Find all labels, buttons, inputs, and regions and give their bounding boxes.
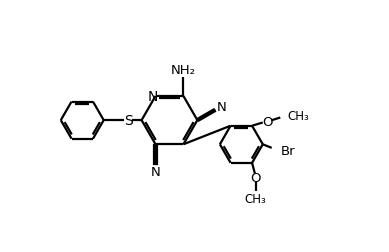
- Text: N: N: [151, 166, 160, 179]
- Text: O: O: [251, 172, 261, 185]
- Text: O: O: [262, 115, 272, 129]
- Text: Br: Br: [280, 144, 295, 157]
- Text: S: S: [124, 114, 132, 128]
- Text: CH₃: CH₃: [245, 192, 266, 205]
- Text: N: N: [216, 101, 226, 113]
- Text: N: N: [148, 90, 158, 104]
- Text: CH₃: CH₃: [287, 109, 309, 122]
- Text: NH₂: NH₂: [171, 64, 196, 77]
